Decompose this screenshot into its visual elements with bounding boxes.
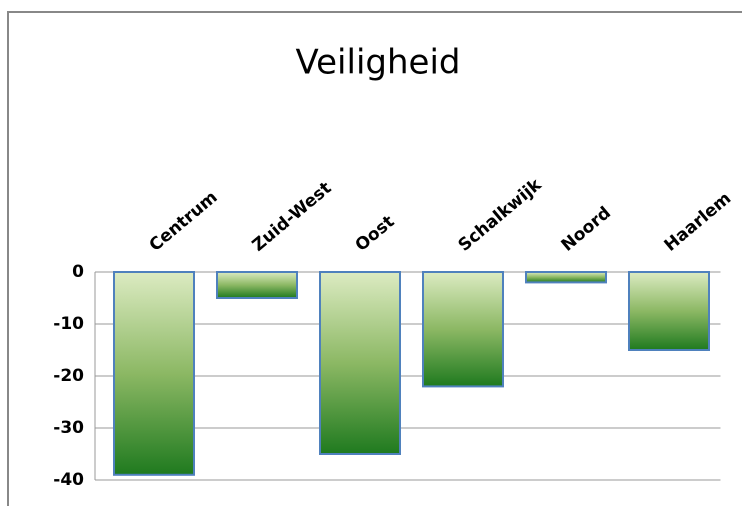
y-tick-label: -40 xyxy=(53,470,84,490)
x-tick-label: Schalkwijk xyxy=(455,175,546,256)
chart-frame xyxy=(7,11,742,506)
x-tick-label: Noord xyxy=(558,203,615,256)
x-tick-label: Oost xyxy=(352,212,399,256)
bar xyxy=(319,271,401,455)
x-tick-label: Zuid-West xyxy=(249,178,336,255)
bar xyxy=(525,271,607,284)
bar xyxy=(422,271,504,388)
y-tick-label: 0 xyxy=(72,262,84,282)
bar xyxy=(113,271,195,476)
bar xyxy=(628,271,710,351)
y-tick-label: -20 xyxy=(53,366,84,386)
bar xyxy=(216,271,298,299)
y-tick-label: -30 xyxy=(53,418,84,438)
x-tick-label: Centrum xyxy=(146,187,222,255)
x-tick-label: Haarlem xyxy=(661,189,736,256)
y-tick-label: -10 xyxy=(53,314,84,334)
chart-title: Veiligheid xyxy=(296,43,461,83)
